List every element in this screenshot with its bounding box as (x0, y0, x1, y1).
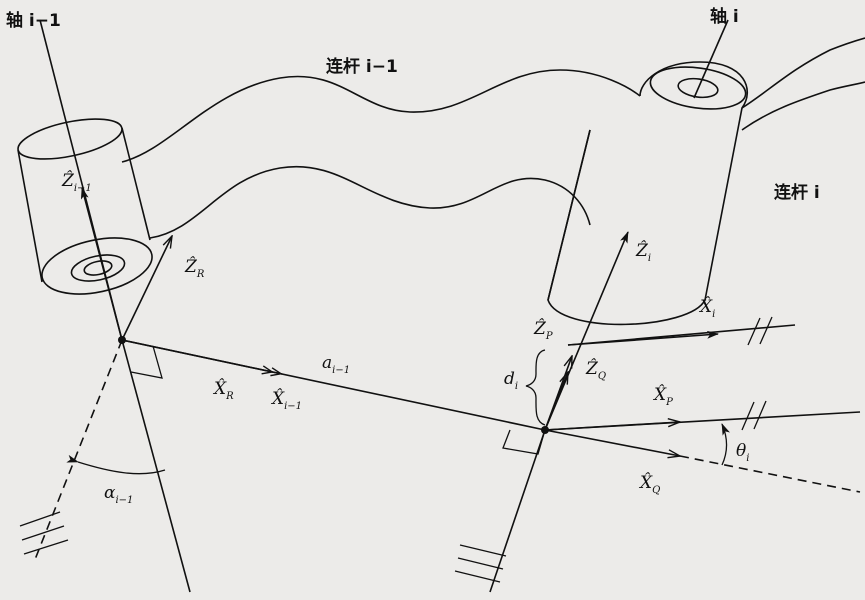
label-z-r: ẐR (184, 256, 205, 280)
x-q-arrow (544, 429, 680, 456)
x-p-arrow (544, 422, 680, 431)
x-cur-arrow (567, 330, 719, 346)
z-q-arrow (544, 372, 568, 431)
z-r-arrow (121, 236, 172, 341)
z-prev-arrow (80, 187, 123, 341)
axis-prev-projection (33, 339, 123, 563)
label-d-cur: di (504, 369, 518, 392)
label-a-prev: ai−1 (322, 353, 350, 376)
label-axis-prev: 轴 i−1 (6, 10, 61, 31)
label-x-q: X̂Q (638, 473, 660, 496)
axis-prev-hatch (19, 511, 69, 555)
label-alpha-prev: αi−1 (104, 483, 133, 506)
right-angle-marks (130, 345, 546, 455)
link-prev-body (17, 37, 865, 326)
label-x-p: X̂P (652, 385, 673, 408)
x-q-extension (679, 455, 861, 493)
label-link-prev: 连杆 i−1 (326, 56, 398, 77)
label-z-cur: Ẑi (635, 240, 651, 264)
axis-cur-hatch (454, 544, 507, 583)
x-axis-arrow (121, 339, 283, 377)
label-z-prev: Ẑi−1 (61, 170, 92, 194)
alpha-arc (66, 454, 166, 475)
parallel-marks (741, 316, 773, 431)
label-z-q: ẐQ (585, 358, 606, 382)
label-x-prev: X̂i−1 (270, 389, 302, 412)
label-z-p: ẐP (533, 318, 553, 342)
label-theta-cur: θi (736, 441, 749, 464)
label-x-r: X̂R (212, 379, 234, 402)
label-link-cur: 连杆 i (774, 182, 820, 203)
theta-arc (721, 423, 731, 466)
axis-cur-line (489, 19, 729, 593)
label-axis-cur: 轴 i (710, 6, 739, 27)
label-x-cur: X̂i (698, 297, 715, 320)
origin-cur (541, 426, 549, 434)
d-brace (525, 349, 546, 426)
